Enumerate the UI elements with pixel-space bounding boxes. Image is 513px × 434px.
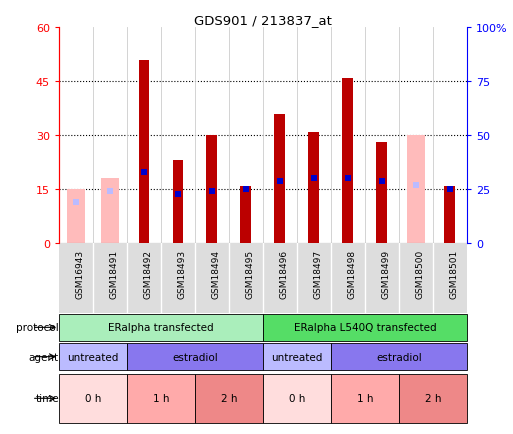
Bar xyxy=(59,314,263,341)
Text: GSM18499: GSM18499 xyxy=(382,249,391,298)
Text: agent: agent xyxy=(29,352,59,362)
Bar xyxy=(274,115,285,244)
Text: ERalpha transfected: ERalpha transfected xyxy=(108,322,214,332)
Text: 2 h: 2 h xyxy=(221,393,237,403)
Text: GSM18491: GSM18491 xyxy=(110,249,119,298)
Text: ERalpha L540Q transfected: ERalpha L540Q transfected xyxy=(293,322,436,332)
Bar xyxy=(263,374,331,423)
Bar xyxy=(331,374,399,423)
Text: estradiol: estradiol xyxy=(172,352,218,362)
Text: 2 h: 2 h xyxy=(425,393,441,403)
Text: time: time xyxy=(35,393,59,403)
Bar xyxy=(444,186,455,244)
Bar xyxy=(59,344,127,370)
Bar xyxy=(127,344,263,370)
Text: GSM18495: GSM18495 xyxy=(246,249,255,298)
Text: GSM18494: GSM18494 xyxy=(212,249,221,298)
Text: GSM18496: GSM18496 xyxy=(280,249,289,298)
Bar xyxy=(343,79,353,244)
Bar xyxy=(308,132,319,244)
Bar xyxy=(331,344,467,370)
Bar xyxy=(406,136,425,244)
Text: GSM18492: GSM18492 xyxy=(144,249,153,298)
Title: GDS901 / 213837_at: GDS901 / 213837_at xyxy=(194,14,332,27)
Text: GSM16943: GSM16943 xyxy=(76,249,85,298)
Bar xyxy=(101,179,120,244)
Bar xyxy=(172,161,183,244)
Bar xyxy=(207,136,218,244)
Bar xyxy=(263,314,467,341)
Text: protocol: protocol xyxy=(16,322,59,332)
Text: untreated: untreated xyxy=(67,352,119,362)
Text: 0 h: 0 h xyxy=(289,393,305,403)
Text: untreated: untreated xyxy=(271,352,323,362)
Bar xyxy=(377,143,387,244)
Bar xyxy=(59,374,127,423)
Text: 1 h: 1 h xyxy=(357,393,373,403)
Bar xyxy=(139,60,149,244)
Text: estradiol: estradiol xyxy=(376,352,422,362)
Bar xyxy=(399,374,467,423)
Bar xyxy=(127,374,195,423)
Bar xyxy=(263,344,331,370)
Bar xyxy=(67,190,85,244)
Text: GSM18501: GSM18501 xyxy=(450,249,459,298)
Text: 0 h: 0 h xyxy=(85,393,101,403)
Text: GSM18500: GSM18500 xyxy=(416,249,425,298)
Text: GSM18497: GSM18497 xyxy=(314,249,323,298)
Text: 1 h: 1 h xyxy=(153,393,169,403)
Text: GSM18498: GSM18498 xyxy=(348,249,357,298)
Bar xyxy=(195,374,263,423)
Bar xyxy=(241,186,251,244)
Text: GSM18493: GSM18493 xyxy=(178,249,187,298)
